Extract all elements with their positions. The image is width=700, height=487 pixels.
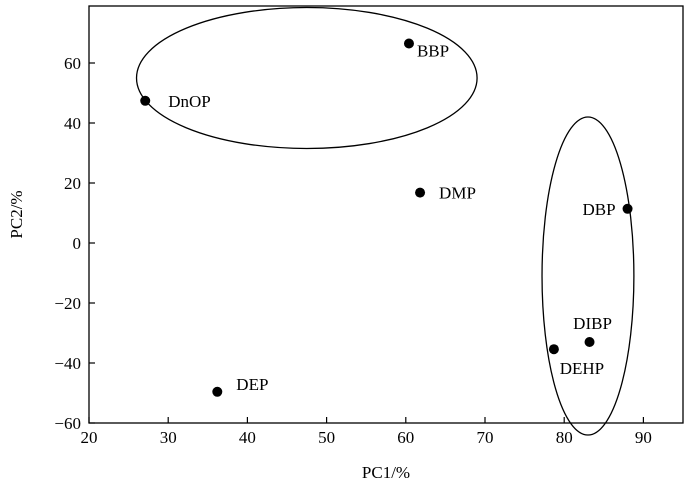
point-label-dehp: DEHP bbox=[560, 359, 604, 378]
x-tick-label: 30 bbox=[160, 428, 177, 447]
x-tick-label: 70 bbox=[477, 428, 494, 447]
data-point-bbp bbox=[403, 38, 414, 49]
y-tick-label: −60 bbox=[54, 414, 81, 433]
x-tick-label: 20 bbox=[81, 428, 98, 447]
point-label-dmp: DMP bbox=[439, 184, 476, 203]
x-tick-label: 50 bbox=[318, 428, 335, 447]
data-point-dehp bbox=[548, 344, 559, 355]
point-label-dep: DEP bbox=[236, 375, 268, 394]
data-point-dibp bbox=[584, 337, 595, 347]
y-axis-label: PC2/% bbox=[7, 190, 26, 238]
point-label-dibp: DIBP bbox=[573, 314, 612, 333]
cluster-ellipses bbox=[135, 6, 635, 436]
point-labels: BBP DnOP DMP DBP DIBP DEHP DEP bbox=[168, 42, 615, 394]
x-tick-label: 90 bbox=[635, 428, 652, 447]
data-points bbox=[140, 38, 633, 397]
y-tick-label: −40 bbox=[54, 354, 81, 373]
x-axis-label: PC1/% bbox=[362, 463, 410, 482]
data-point-dmp bbox=[415, 187, 426, 198]
data-point-dep bbox=[212, 386, 223, 397]
x-tick-label: 60 bbox=[397, 428, 414, 447]
point-label-dnop: DnOP bbox=[168, 92, 211, 111]
point-label-bbp: BBP bbox=[417, 42, 449, 61]
y-axis-ticks: −60 −40 −20 0 20 40 60 bbox=[54, 54, 95, 433]
plot-frame bbox=[88, 5, 684, 424]
point-label-dbp: DBP bbox=[582, 200, 615, 219]
y-tick-label: 60 bbox=[64, 54, 81, 73]
cluster-ellipse bbox=[135, 6, 478, 150]
cluster-ellipse bbox=[541, 116, 635, 436]
y-tick-label: −20 bbox=[54, 294, 81, 313]
x-axis-ticks: 20 30 40 50 60 70 80 90 bbox=[81, 417, 652, 447]
y-tick-label: 20 bbox=[64, 174, 81, 193]
y-tick-label: 40 bbox=[64, 114, 81, 133]
data-point-dnop bbox=[140, 95, 151, 106]
x-tick-label: 40 bbox=[239, 428, 256, 447]
data-point-dbp bbox=[622, 203, 633, 214]
y-tick-label: 0 bbox=[73, 234, 82, 253]
x-tick-label: 80 bbox=[556, 428, 573, 447]
